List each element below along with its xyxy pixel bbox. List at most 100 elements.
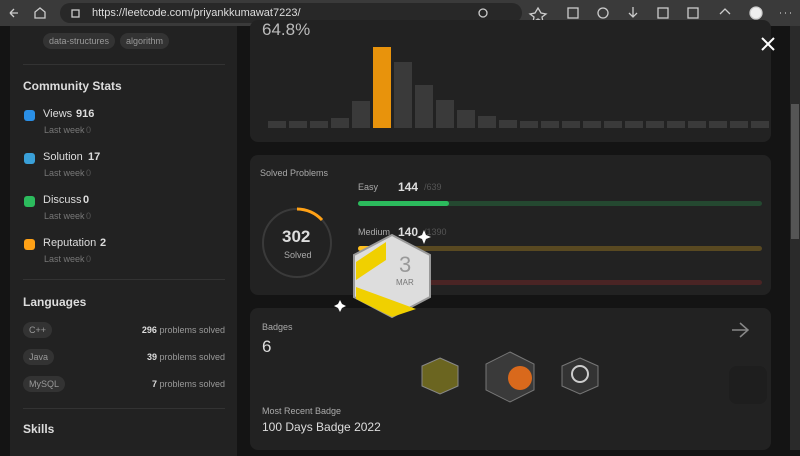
- histogram-bar: [520, 121, 538, 128]
- language-count: 296 problems solved: [142, 325, 225, 335]
- browser-icons: [9, 6, 791, 24]
- stat-value: 916: [76, 108, 95, 120]
- section-title: Community Stats: [23, 79, 122, 93]
- badge-day: 3: [399, 252, 412, 277]
- unit: problems solved: [159, 325, 225, 335]
- histogram-bar: [289, 121, 307, 128]
- solved-count: 302: [282, 227, 311, 246]
- stat-sub-value: 0: [86, 211, 92, 221]
- histogram-bar: [373, 47, 391, 128]
- stat-sub-label: Last week: [44, 211, 85, 221]
- badge-month: MAR: [396, 278, 414, 287]
- stat-label: Views: [43, 108, 73, 120]
- unit: problems solved: [159, 352, 225, 362]
- level-name: Medium: [358, 227, 391, 237]
- level-solved: 140: [398, 225, 419, 239]
- stat-icon: [24, 239, 35, 250]
- count: 39: [146, 352, 157, 362]
- card-title: Solved Problems: [260, 168, 329, 178]
- language-count: 39 problems solved: [147, 352, 225, 362]
- histogram-bar: [541, 121, 559, 128]
- histogram-bar: [331, 118, 349, 128]
- divider: [23, 64, 225, 65]
- url: https://leetcode.com/priyankkumawat7223/: [92, 7, 301, 19]
- recent-title: Most Recent Badge: [262, 406, 342, 416]
- left-panel: data-structures algorithm Community Stat…: [10, 26, 237, 456]
- solved-ring: [262, 207, 332, 278]
- stat-icon: [24, 153, 35, 164]
- scrollbar: [790, 26, 800, 450]
- level-total: /639: [424, 182, 442, 192]
- level-solved: 144: [398, 180, 419, 194]
- count: 296: [141, 325, 157, 335]
- solved-card: Solved Problems 302 Solved Easy 144/639 Me…: [250, 155, 771, 295]
- histogram-bar: [583, 121, 601, 128]
- solved-label: Solved: [284, 250, 312, 260]
- stat-label: Reputation: [43, 237, 97, 249]
- stat-value: 17: [88, 151, 101, 163]
- histogram-bar: [352, 101, 370, 128]
- unit: problems solved: [159, 379, 225, 389]
- count: 7: [151, 379, 157, 389]
- histogram-bar: [730, 121, 748, 128]
- section-title: Languages: [23, 295, 87, 309]
- language-chip: Java: [23, 349, 55, 365]
- stat-sub-value: 0: [86, 125, 92, 135]
- stat-label: Discuss: [43, 194, 82, 206]
- histogram-bar: [562, 121, 580, 128]
- browser-bar: https://leetcode.com/priyankkumawat7223/: [0, 0, 800, 26]
- histogram: [268, 47, 769, 128]
- histogram-bar: [310, 121, 328, 128]
- recent-badge: 100 Days Badge 2022: [262, 420, 381, 434]
- tag[interactable]: data-structures: [43, 33, 116, 49]
- level-track: [358, 246, 762, 251]
- stat-sub-label: Last week: [44, 168, 85, 178]
- histogram-bar: [268, 121, 286, 128]
- language-chip: MySQL: [23, 376, 66, 392]
- language-chip: C++: [23, 322, 53, 338]
- histogram-bar: [625, 121, 643, 128]
- histogram-bar: [667, 121, 685, 128]
- badges-card: Badges 6 Most Recent Badge 100 Days Badg…: [250, 308, 771, 450]
- histogram-bar: [478, 116, 496, 128]
- histogram-bar: [415, 85, 433, 128]
- histogram-bar: [436, 100, 454, 128]
- tag[interactable]: algorithm: [120, 33, 170, 49]
- stat-value: 0: [83, 194, 90, 206]
- stat-sub-label: Last week: [44, 125, 85, 135]
- badge-icons: [421, 322, 750, 403]
- beats: 64.8%: [262, 20, 311, 39]
- histogram-bar: [646, 121, 664, 128]
- divider: [23, 279, 225, 280]
- switch-button[interactable]: [729, 366, 767, 404]
- stat-icon: [24, 196, 35, 207]
- stat-sub-value: 0: [86, 168, 92, 178]
- histogram-bar: [394, 62, 412, 128]
- level-name: Easy: [358, 182, 379, 192]
- level-total: /1390: [424, 227, 447, 237]
- level-track: [358, 201, 762, 206]
- divider: [23, 408, 225, 409]
- badge-count: 6: [262, 337, 272, 356]
- stat-label: Solution: [43, 151, 83, 163]
- histogram-bar: [751, 121, 769, 128]
- hard-bar: [358, 280, 762, 285]
- stat-icon: [24, 110, 35, 121]
- stat-sub-value: 0: [86, 254, 92, 264]
- section-title: Skills: [23, 422, 55, 436]
- histogram-bar: [457, 110, 475, 128]
- stat-value: 2: [100, 237, 107, 249]
- stat-sub-label: Last week: [44, 254, 85, 264]
- address-bar[interactable]: https://leetcode.com/priyankkumawat7223/: [60, 3, 522, 23]
- contest-card: 64.8%: [250, 20, 771, 142]
- histogram-bar: [709, 121, 727, 128]
- language-count: 7 problems solved: [152, 379, 225, 389]
- histogram-bar: [688, 121, 706, 128]
- card-title: Badges: [262, 322, 293, 332]
- histogram-bar: [499, 120, 517, 128]
- close[interactable]: [761, 37, 775, 51]
- histogram-bar: [604, 121, 622, 128]
- level-fill: [358, 201, 450, 206]
